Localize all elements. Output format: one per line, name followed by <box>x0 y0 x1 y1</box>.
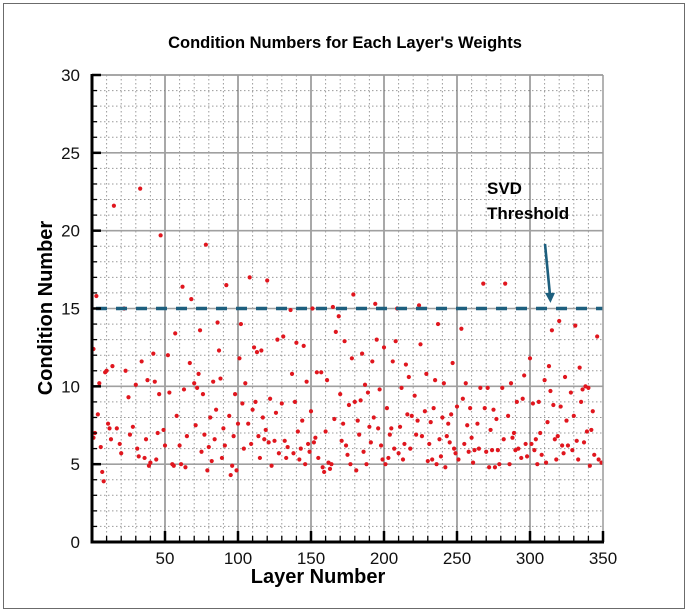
figure-frame <box>3 3 685 609</box>
y-tick-label: 25 <box>61 144 80 163</box>
x-tick-label: 100 <box>224 549 252 568</box>
y-tick-label: 30 <box>61 66 80 85</box>
annotation-text-line1: SVD <box>487 179 522 198</box>
y-tick-label: 10 <box>61 377 80 396</box>
x-axis-label: Layer Number <box>251 566 386 588</box>
y-axis-label: Condition Number <box>35 221 57 396</box>
y-tick-label: 20 <box>61 222 80 241</box>
y-tick-labels: 0 5 10 15 20 25 30 <box>61 66 80 552</box>
chart-title: Condition Numbers for Each Layer's Weigh… <box>168 34 522 52</box>
y-tick-label: 0 <box>71 533 80 552</box>
x-tick-label: 350 <box>589 549 617 568</box>
x-tick-label: 300 <box>516 549 544 568</box>
data-points <box>91 186 604 484</box>
arrow-down-icon <box>543 243 555 303</box>
x-tick-labels: 50 100 150 200 250 300 350 <box>156 549 618 568</box>
x-tick-label: 200 <box>370 549 398 568</box>
annotation-text-line2: Threshold <box>487 204 569 223</box>
svd-threshold-annotation: SVD Threshold <box>487 179 569 303</box>
x-tick-label: 250 <box>443 549 471 568</box>
x-tick-label: 50 <box>156 549 175 568</box>
axes <box>90 73 605 544</box>
y-tick-label: 15 <box>61 300 80 319</box>
y-tick-label: 5 <box>71 455 80 474</box>
x-tick-label: 150 <box>297 549 325 568</box>
